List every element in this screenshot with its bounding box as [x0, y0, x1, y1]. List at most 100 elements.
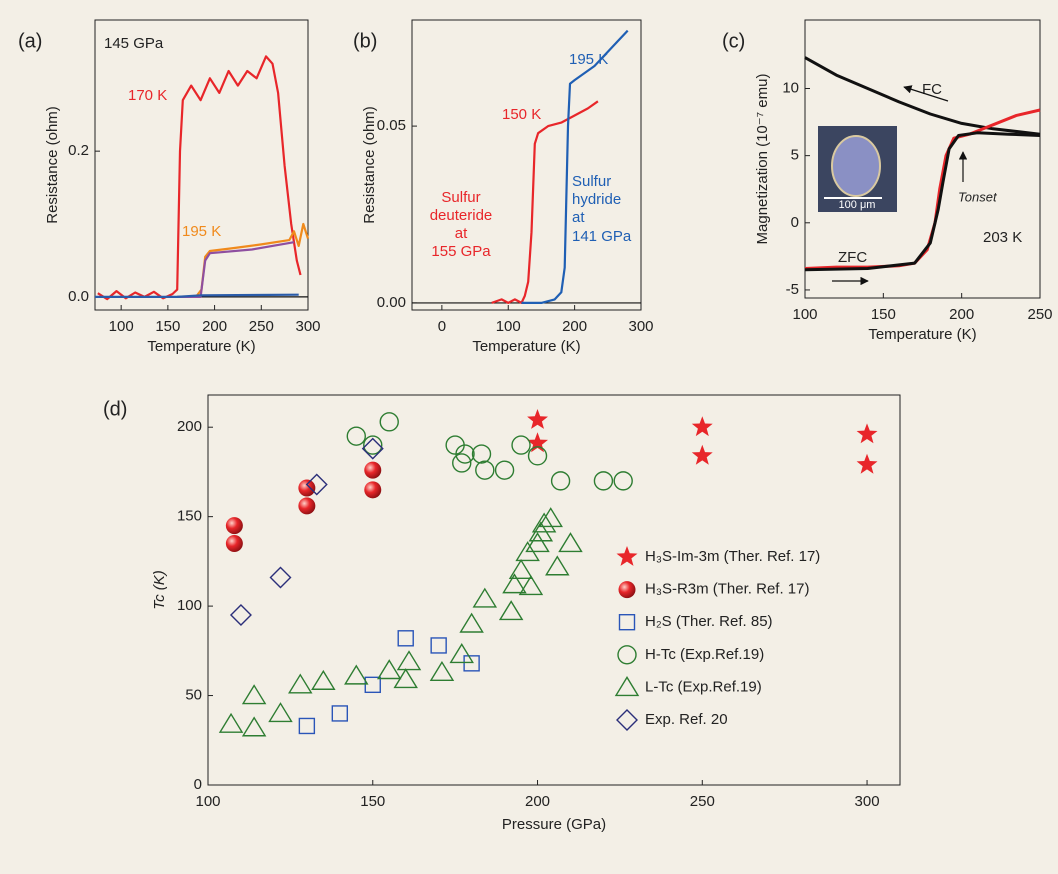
- annotation: at: [455, 225, 468, 242]
- legend-marker: [616, 546, 638, 566]
- circle-point: [593, 471, 614, 491]
- triangle-point: [288, 673, 313, 694]
- panel-label: (d): [103, 398, 127, 420]
- square-point: [397, 630, 414, 647]
- y-axis-label: Magnetization (10⁻⁷ emu): [754, 74, 771, 245]
- x-axis-label: Temperature (K): [472, 338, 580, 355]
- y-axis-label: Resistance (ohm): [44, 106, 61, 224]
- annotation: deuteride: [430, 207, 493, 224]
- y-tick-label: 0.00: [377, 294, 406, 311]
- annotation: Sulfur: [572, 173, 611, 190]
- x-axis-label: Temperature (K): [147, 338, 255, 355]
- data-line: [97, 55, 302, 301]
- plot-frame: [207, 394, 901, 786]
- data-line: [521, 29, 629, 304]
- triangle-point: [241, 716, 267, 737]
- y-tick-label: 0: [791, 214, 799, 231]
- x-tick-label: 0: [438, 318, 446, 335]
- square-point: [364, 676, 381, 694]
- circle-point: [346, 426, 366, 446]
- triangle-point: [393, 668, 418, 689]
- x-tick-label: 250: [249, 318, 274, 335]
- y-tick-label: 0: [194, 776, 202, 793]
- annotation: 195 K: [182, 223, 221, 240]
- triangle-point: [241, 684, 267, 705]
- square-point: [430, 637, 447, 654]
- x-tick-label: 200: [202, 318, 227, 335]
- plot-frame: [94, 19, 309, 311]
- legend-marker: [618, 614, 636, 631]
- sphere-point: [364, 461, 382, 479]
- triangle-point: [545, 555, 570, 576]
- arrow: [903, 85, 949, 102]
- annotation-group: Sulfur deuteride at 155 GPa: [430, 189, 493, 260]
- x-tick-label: 250: [1027, 306, 1052, 323]
- data-line: [491, 100, 599, 304]
- triangle-point: [376, 659, 402, 680]
- legend-label: H₂S (Ther. Ref. 85): [645, 613, 773, 630]
- triangle-point: [449, 643, 474, 664]
- sphere-point: [225, 534, 243, 552]
- x-tick-label: 150: [360, 793, 385, 810]
- diamond-point: [229, 604, 252, 627]
- triangle-point: [268, 702, 293, 723]
- sphere-point: [225, 517, 243, 535]
- triangle-point: [344, 664, 369, 685]
- annotation: 145 GPa: [104, 35, 164, 52]
- circle-point: [511, 435, 531, 455]
- legend-label: Exp. Ref. 20: [645, 711, 728, 728]
- y-tick-label: 5: [791, 147, 799, 164]
- circle-point: [455, 444, 475, 464]
- star-point: [527, 409, 548, 429]
- plot-frame: [804, 19, 1041, 299]
- x-tick-label: 300: [295, 318, 320, 335]
- plot-frame: [411, 19, 642, 311]
- triangle-point: [472, 587, 498, 608]
- y-tick-label: 10: [782, 79, 799, 96]
- circle-point: [452, 453, 472, 473]
- x-tick-label: 200: [949, 306, 974, 323]
- data-line: [95, 293, 299, 298]
- x-tick-label: 100: [109, 318, 134, 335]
- legend-marker: [616, 709, 638, 731]
- y-tick-label: 0.05: [377, 117, 406, 134]
- triangle-point: [525, 532, 550, 553]
- x-tick-label: 100: [195, 793, 220, 810]
- annotation: 150 K: [502, 106, 541, 123]
- circle-point: [363, 435, 383, 455]
- circle-point: [613, 471, 633, 491]
- sphere-point: [364, 481, 382, 499]
- x-tick-label: 100: [792, 306, 817, 323]
- diamond-point: [269, 566, 292, 589]
- panel-label: (b): [353, 30, 377, 52]
- x-tick-label: 200: [525, 793, 550, 810]
- data-line: [804, 131, 1041, 272]
- triangle-point: [531, 512, 557, 533]
- star-point: [691, 444, 713, 465]
- star-point: [691, 416, 713, 437]
- triangle-point: [498, 600, 524, 621]
- triangle-point: [538, 507, 563, 528]
- annotation: hydride: [572, 191, 621, 208]
- panel-label: (c): [722, 30, 745, 52]
- square-point: [298, 717, 316, 735]
- inset-sample: [831, 135, 881, 197]
- legend-label: H-Tc (Exp.Ref.19): [645, 646, 764, 663]
- legend-label: L-Tc (Exp.Ref.19): [645, 678, 762, 695]
- annotation: 203 K: [983, 229, 1022, 246]
- circle-point: [471, 444, 492, 464]
- y-axis-label: Tc (K): [151, 570, 168, 609]
- y-tick-label: -5: [786, 281, 799, 298]
- triangle-point: [518, 575, 544, 596]
- triangle-point: [311, 669, 336, 690]
- x-tick-label: 100: [496, 318, 521, 335]
- y-tick-label: 200: [177, 418, 202, 435]
- legend-label: H₃S-R3m (Ther. Ref. 17): [645, 581, 809, 598]
- x-tick-label: 150: [155, 318, 180, 335]
- data-line: [177, 241, 295, 298]
- square-point: [331, 705, 349, 722]
- triangle-point: [459, 612, 484, 633]
